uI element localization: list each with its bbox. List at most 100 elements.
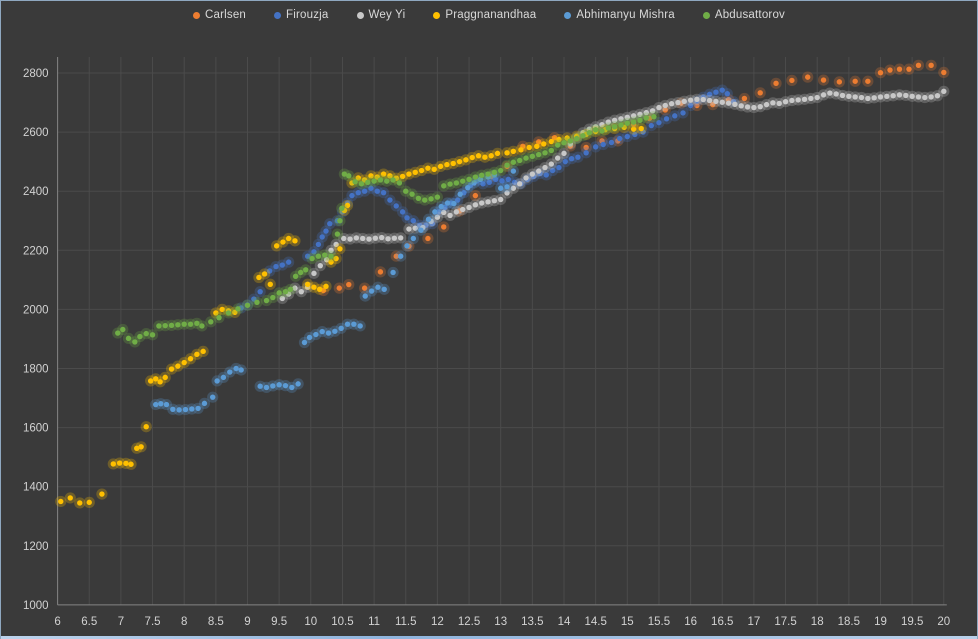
data-point (134, 445, 140, 451)
data-point (257, 288, 263, 295)
data-point (116, 460, 123, 466)
data-point (491, 169, 498, 175)
data-point (143, 330, 149, 337)
x-tick-label: 17 (748, 616, 761, 628)
data-point (456, 158, 463, 165)
data-point (465, 184, 471, 191)
data-point (273, 263, 279, 270)
data-point (471, 180, 477, 186)
data-point (162, 374, 168, 381)
data-point (292, 238, 298, 244)
x-tick-label: 7.5 (145, 616, 161, 628)
data-point (915, 62, 922, 69)
data-point (181, 321, 187, 327)
data-point (438, 203, 444, 210)
legend-label: Abdusattorov (714, 9, 785, 21)
data-point (276, 290, 282, 296)
data-point (266, 268, 273, 274)
data-point (529, 171, 536, 177)
x-tick-label: 12.5 (458, 616, 480, 628)
data-point (451, 200, 457, 207)
data-point (323, 283, 329, 290)
data-point (485, 199, 491, 205)
data-point (194, 320, 200, 326)
data-point (719, 87, 725, 93)
legend-item-carlsen[interactable]: Carlsen (193, 9, 246, 21)
data-point (276, 382, 282, 388)
legend-item-abhimanyu-mishra[interactable]: Abhimanyu Mishra (564, 9, 675, 21)
legend-item-praggnanandhaa[interactable]: Praggnanandhaa (433, 9, 536, 21)
data-point (390, 269, 396, 276)
y-tick-label: 2600 (23, 127, 49, 139)
data-point (349, 192, 355, 199)
data-point (630, 126, 637, 132)
data-point (270, 383, 276, 389)
data-point (375, 284, 381, 290)
y-tick-label: 1000 (23, 600, 49, 612)
data-point (466, 204, 472, 211)
data-point (460, 178, 466, 184)
data-point (884, 93, 890, 100)
data-point (209, 394, 216, 400)
data-point (444, 200, 451, 206)
data-point (460, 206, 466, 213)
legend-item-firouzja[interactable]: Firouzja (274, 9, 329, 21)
data-point (163, 401, 170, 408)
data-point (820, 77, 827, 83)
data-point (672, 113, 678, 119)
legend-item-wey-yi[interactable]: Wey Yi (356, 9, 406, 21)
data-point (554, 155, 561, 161)
data-point (675, 99, 681, 106)
data-point (344, 321, 351, 327)
data-point (504, 162, 510, 168)
data-point (624, 120, 630, 126)
data-point (694, 96, 700, 102)
data-point (137, 333, 143, 340)
data-point (244, 302, 251, 308)
legend-marker-icon (274, 11, 282, 19)
data-point (280, 239, 286, 245)
data-point (617, 135, 623, 142)
data-point (353, 235, 360, 241)
y-tick-label: 1400 (23, 482, 49, 494)
data-point (304, 281, 311, 287)
data-point (485, 171, 491, 177)
data-point (632, 131, 638, 138)
data-point (871, 95, 877, 101)
x-tick-label: 13.5 (521, 616, 543, 628)
data-point (157, 379, 163, 385)
data-point (648, 122, 655, 129)
data-point (256, 274, 262, 281)
data-point (362, 293, 368, 299)
data-point (301, 339, 308, 346)
data-point (504, 184, 510, 190)
data-point (498, 196, 504, 203)
data-point (156, 323, 162, 329)
data-point (138, 444, 144, 450)
data-point (656, 119, 662, 126)
data-point (298, 288, 305, 295)
data-point (341, 171, 348, 177)
legend-marker-icon (433, 11, 441, 19)
legend-item-abdusattorov[interactable]: Abdusattorov (702, 9, 785, 21)
y-tick-label: 2000 (23, 304, 49, 316)
data-point (556, 164, 562, 171)
data-point (422, 197, 428, 203)
data-point (865, 78, 871, 84)
x-tick-label: 15 (621, 616, 634, 628)
data-point (168, 366, 175, 372)
data-point (344, 202, 351, 209)
data-point (510, 185, 517, 191)
data-point (338, 325, 344, 332)
data-point (232, 309, 238, 316)
data-point (428, 196, 434, 202)
data-point (377, 269, 384, 275)
data-point (466, 176, 472, 183)
series-abhimanyu-mishra (150, 165, 519, 416)
data-point (323, 257, 330, 263)
data-point (453, 180, 460, 186)
data-point (208, 319, 214, 325)
data-point (415, 195, 422, 201)
legend-marker-icon (564, 11, 572, 19)
x-tick-label: 9.5 (271, 616, 287, 628)
